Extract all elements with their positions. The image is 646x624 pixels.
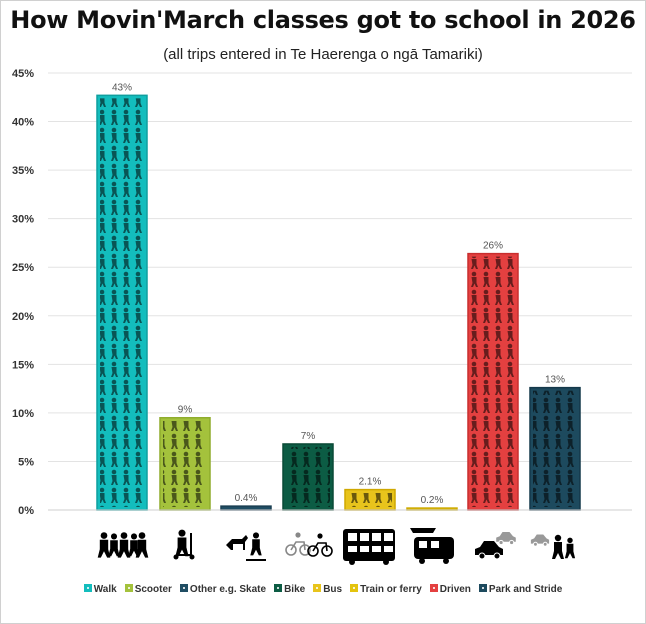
y-tick-label: 20% — [12, 311, 34, 323]
legend-swatch — [83, 584, 92, 593]
horse-skateboard-icon — [226, 532, 266, 561]
legend-item: Scooter — [124, 584, 172, 595]
legend-item: Walk — [83, 584, 117, 595]
park-and-stride-icon — [530, 534, 576, 559]
train-ferry-icon — [410, 528, 454, 564]
y-tick-label: 10% — [12, 408, 34, 420]
bar-texture — [471, 256, 515, 507]
legend-label: Bike — [284, 584, 306, 595]
bar-texture — [533, 390, 577, 507]
y-tick-label: 5% — [18, 456, 34, 468]
data-label: 2.1% — [359, 477, 382, 488]
scooter-icon — [173, 529, 195, 560]
legend-item: Bike — [274, 584, 305, 595]
bus-icon — [343, 529, 395, 565]
bar-texture — [163, 420, 207, 507]
legend-label: Train or ferry — [360, 584, 422, 595]
walking-group-icon — [97, 532, 149, 558]
y-tick-label: 15% — [12, 359, 34, 371]
bar-texture — [100, 98, 144, 507]
legend-item: Other e.g. Skate — [179, 584, 267, 595]
legend-swatch — [179, 584, 188, 593]
y-tick-label: 40% — [12, 117, 34, 129]
y-tick-label: 0% — [18, 505, 34, 517]
legend-label: Scooter — [134, 584, 172, 595]
legend-label: Other e.g. Skate — [189, 584, 267, 595]
legend-item: Driven — [429, 584, 471, 595]
data-label: 7% — [301, 431, 316, 442]
legend-label: Bus — [323, 584, 343, 595]
legend-item: Bus — [313, 584, 342, 595]
y-tick-label: 35% — [12, 165, 34, 177]
legend-label: Park and Stride — [488, 584, 563, 595]
chart-subtitle: (all trips entered in Te Haerenga o ngā … — [163, 46, 483, 63]
data-label: 0.4% — [235, 493, 258, 504]
bikes-icon — [285, 532, 333, 557]
y-tick-label: 30% — [12, 214, 34, 226]
legend-swatch — [313, 584, 322, 593]
data-label: 13% — [545, 375, 565, 386]
chart-legend: Walk Scooter Other e.g. Skate Bike Bus Train … — [0, 584, 646, 595]
bar-texture — [286, 446, 330, 507]
data-label: 43% — [112, 82, 132, 93]
legend-item: Train or ferry — [350, 584, 422, 595]
data-label: 26% — [483, 241, 503, 252]
car-icon — [475, 531, 516, 560]
legend-swatch — [350, 584, 359, 593]
legend-swatch — [429, 584, 438, 593]
legend-swatch — [274, 584, 283, 593]
legend-swatch — [478, 584, 487, 593]
y-tick-label: 25% — [12, 262, 34, 274]
data-label: 0.2% — [421, 495, 444, 506]
legend-label: Driven — [439, 584, 471, 595]
y-tick-label: 45% — [12, 68, 34, 80]
legend-label: Walk — [93, 584, 117, 595]
bar-other-e-g-skate — [220, 505, 272, 511]
chart-title: How Movin'March classes got to school in… — [10, 6, 636, 34]
data-label: 9% — [178, 405, 193, 416]
legend-swatch — [124, 584, 133, 593]
legend-item: Park and Stride — [478, 584, 563, 595]
bar-texture — [348, 492, 392, 507]
